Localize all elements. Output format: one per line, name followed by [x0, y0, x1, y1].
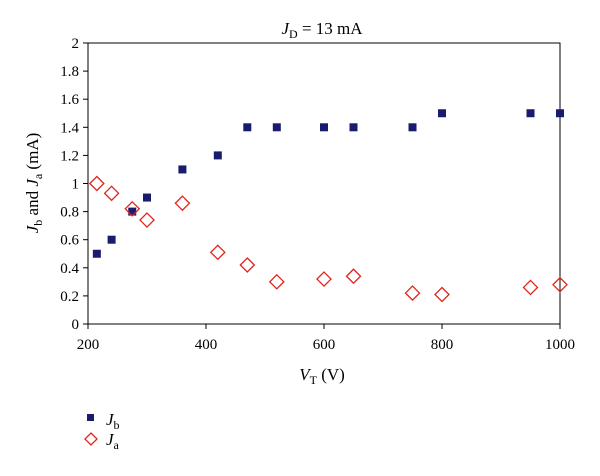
y-tick-label: 1: [72, 177, 80, 193]
point-jb: [107, 235, 116, 244]
legend-marker-ja: [84, 432, 98, 446]
point-ja: [316, 271, 332, 287]
chart-title: JD = 13 mA: [281, 19, 363, 41]
point-ja: [434, 286, 450, 303]
point-ja: [239, 257, 256, 273]
y-tick-label: 1.8: [60, 64, 79, 80]
x-tick-label: 600: [313, 337, 336, 353]
point-jb: [556, 109, 564, 118]
point-ja: [404, 285, 421, 302]
x-axis-label: VT (V): [299, 365, 345, 387]
y-tick-label: 0.6: [60, 233, 79, 249]
y-axis-label: Jb and Ja (mA): [23, 133, 45, 234]
x-tick-label: 800: [431, 337, 454, 353]
x-tick-label: 400: [195, 337, 218, 353]
legend-label-jb: Jb: [106, 410, 120, 432]
point-ja: [209, 244, 226, 261]
point-jb: [320, 123, 328, 132]
point-jb: [438, 109, 446, 118]
legend-marker-jb: [87, 414, 94, 421]
y-tick-label: 1.6: [60, 92, 79, 108]
point-jb: [272, 123, 281, 132]
plot-area: [87, 42, 561, 325]
point-ja: [552, 276, 568, 293]
y-axis-ticks: 0 0.2 0.4 0.6 0.8 1 1.2 1.4 1.6 1.8 2: [60, 36, 88, 333]
point-jb: [408, 123, 417, 132]
x-tick-label: 1000: [545, 337, 575, 353]
y-tick-label: 0.8: [60, 205, 79, 221]
point-jb: [128, 207, 137, 216]
point-ja: [345, 268, 362, 285]
point-ja: [139, 212, 155, 228]
legend: Jb Ja: [84, 410, 120, 452]
point-jb: [92, 249, 101, 258]
data-points: [88, 109, 568, 303]
y-tick-label: 1.4: [60, 120, 79, 136]
point-ja: [124, 200, 141, 217]
point-jb: [213, 151, 222, 160]
x-axis-ticks: 200 400 600 800 1000: [77, 324, 575, 353]
point-ja: [103, 185, 120, 202]
point-jb: [349, 123, 358, 132]
y-tick-label: 0: [72, 317, 80, 333]
point-jb: [178, 165, 187, 174]
point-ja: [268, 273, 285, 290]
point-jb: [143, 193, 151, 202]
point-ja: [174, 195, 191, 212]
y-tick-label: 0.4: [60, 261, 79, 277]
point-jb: [526, 109, 535, 118]
point-ja: [88, 175, 105, 192]
point-ja: [522, 279, 539, 296]
y-tick-label: 0.2: [60, 289, 79, 305]
point-jb: [243, 123, 252, 132]
y-tick-label: 2: [72, 36, 80, 52]
y-tick-label: 1.2: [60, 148, 79, 164]
legend-label-ja: Ja: [106, 430, 120, 452]
x-tick-label: 200: [77, 337, 100, 353]
